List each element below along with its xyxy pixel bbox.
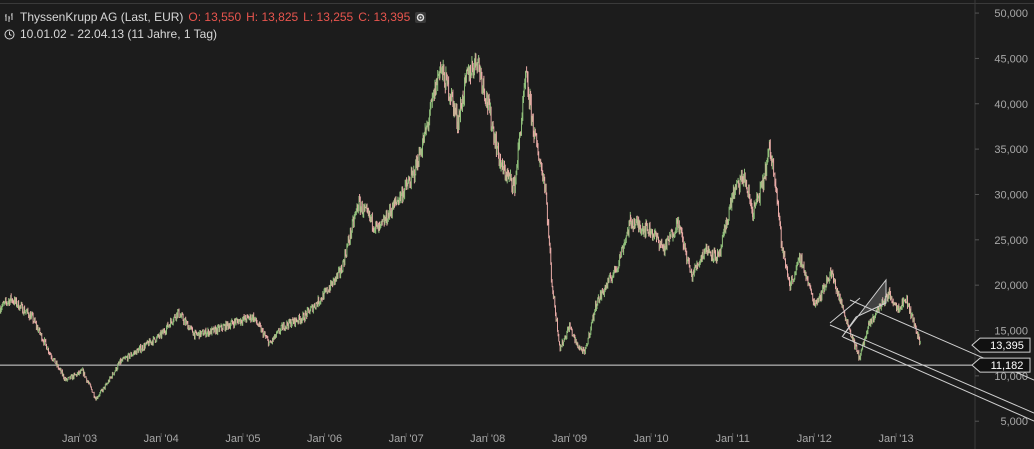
y-tick-label: 20,000 bbox=[994, 280, 1028, 292]
x-tick-label: Jan '11 bbox=[716, 433, 750, 445]
support-price-tag bbox=[971, 357, 1031, 373]
close-value: C: 13,395 bbox=[358, 10, 411, 24]
y-tick-label: 40,000 bbox=[994, 99, 1028, 111]
y-tick-label: 50,000 bbox=[994, 8, 1028, 20]
y-tick-label: 45,000 bbox=[994, 53, 1028, 65]
channel-zone bbox=[841, 278, 887, 338]
x-tick-label: Jan '09 bbox=[552, 433, 587, 445]
x-tick-label: Jan '04 bbox=[144, 433, 179, 445]
low-value: L: 13,255 bbox=[303, 10, 354, 24]
channel-line bbox=[829, 297, 861, 324]
channel-line bbox=[842, 336, 1034, 422]
x-tick-label: Jan '08 bbox=[470, 433, 505, 445]
x-tick-label: Jan '12 bbox=[797, 433, 832, 445]
y-tick-label: 25,000 bbox=[994, 235, 1028, 247]
y-tick-label: 5,000 bbox=[1000, 416, 1028, 428]
open-value: O: 13,550 bbox=[188, 10, 242, 24]
price-series bbox=[0, 52, 921, 401]
x-tick-label: Jan '13 bbox=[879, 433, 914, 445]
settings-dot-icon[interactable] bbox=[415, 11, 427, 23]
chart-header: ThyssenKrupp AG (Last, EUR) O: 13,550 H:… bbox=[4, 10, 427, 24]
y-tick-label: 10,000 bbox=[994, 371, 1028, 383]
x-tick-label: Jan '07 bbox=[389, 433, 424, 445]
clock-icon[interactable] bbox=[4, 29, 15, 40]
date-range-label: 10.01.02 - 22.04.13 (11 Jahre, 1 Tag) bbox=[20, 27, 218, 41]
x-tick-label: Jan '06 bbox=[307, 433, 342, 445]
y-tick-label: 30,000 bbox=[994, 189, 1028, 201]
x-tick-label: Jan '05 bbox=[225, 433, 260, 445]
channel-line bbox=[829, 324, 1034, 414]
x-tick-label: Jan '03 bbox=[62, 433, 97, 445]
last-price-label: 13,395 bbox=[990, 340, 1024, 352]
bars-icon[interactable] bbox=[4, 12, 15, 23]
high-value: H: 13,825 bbox=[246, 10, 299, 24]
date-range: 10.01.02 - 22.04.13 (11 Jahre, 1 Tag) bbox=[4, 27, 217, 41]
instrument-name: ThyssenKrupp AG (Last, EUR) bbox=[20, 10, 184, 24]
y-tick-label: 15,000 bbox=[994, 326, 1028, 338]
support-price-label: 11,182 bbox=[991, 360, 1024, 372]
x-tick-label: Jan '10 bbox=[634, 433, 669, 445]
last-price-tag bbox=[971, 337, 1031, 353]
y-tick-label: 35,000 bbox=[994, 144, 1028, 156]
